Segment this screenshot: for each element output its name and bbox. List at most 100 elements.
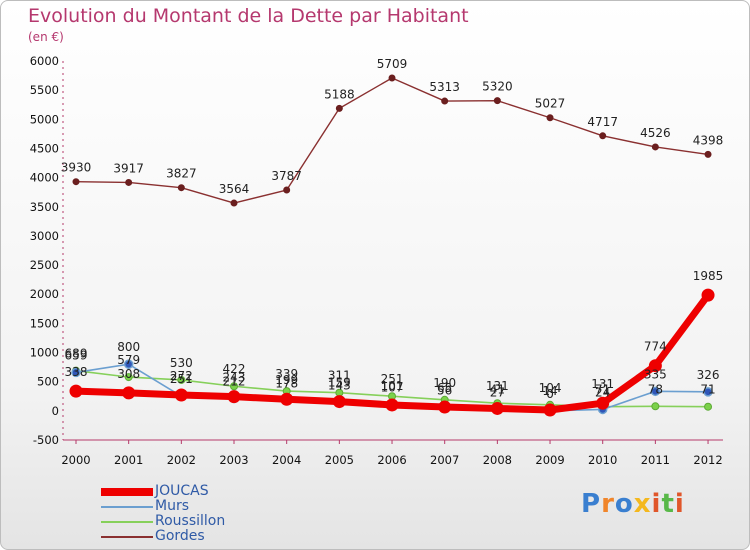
data-label-joucas: 65 — [437, 381, 452, 395]
data-point-gordes — [704, 150, 712, 158]
y-tick-label: 3500 — [30, 200, 59, 214]
data-label-roussillon: 311 — [328, 369, 351, 383]
legend-swatch-joucas — [101, 488, 153, 496]
x-tick-label: 2007 — [430, 453, 459, 467]
data-label-joucas: 338 — [65, 365, 88, 379]
data-label-murs: 56 — [437, 384, 452, 398]
data-label-murs: 24 — [595, 385, 610, 399]
x-tick-label: 2001 — [114, 453, 143, 467]
logo-letter: r — [601, 489, 615, 519]
data-point-gordes — [388, 74, 396, 82]
data-label-roussillon: 422 — [223, 362, 246, 376]
logo-letter: i — [674, 489, 685, 519]
data-point-murs — [71, 367, 81, 378]
x-tick-label: 2005 — [325, 453, 354, 467]
data-point-roussillon — [230, 382, 239, 391]
data-label-murs: 143 — [328, 379, 351, 393]
y-tick-label: -500 — [33, 433, 59, 447]
data-point-gordes — [125, 178, 133, 186]
data-point-gordes — [493, 97, 501, 105]
x-tick-label: 2009 — [535, 453, 564, 467]
x-tick-label: 2003 — [219, 453, 248, 467]
data-point-gordes — [72, 178, 80, 186]
x-tick-label: 2008 — [483, 453, 512, 467]
y-tick-label: 3000 — [30, 229, 59, 243]
data-label-roussillon: 339 — [275, 367, 298, 381]
data-label-roussillon: 71 — [595, 383, 610, 397]
data-point-gordes — [651, 143, 659, 151]
data-point-roussillon — [177, 375, 186, 384]
data-label-murs: 0 — [546, 387, 554, 401]
data-label-roussillon: 78 — [648, 382, 663, 396]
data-label-murs: 326 — [697, 368, 720, 382]
legend-label-murs: Murs — [155, 498, 190, 514]
data-point-roussillon — [704, 402, 713, 411]
data-label-gordes: 3930 — [61, 161, 92, 175]
data-labels: 3930 3917 3827 3564 3787 5188 5709 5313 5320 5027… — [61, 57, 724, 401]
data-label-joucas: 101 — [381, 379, 404, 393]
data-label-joucas: 41 — [490, 382, 505, 396]
data-point-joucas — [701, 288, 715, 302]
y-tick-label: 2000 — [30, 287, 59, 301]
x-tick-label: 2010 — [588, 453, 617, 467]
data-label-gordes: 5027 — [535, 97, 566, 111]
logo-letter: o — [614, 489, 634, 519]
logo-letter: t — [661, 489, 675, 519]
data-label-roussillon: 689 — [65, 347, 88, 361]
data-label-roussillon: 251 — [381, 372, 404, 386]
y-tick-label: 0 — [52, 404, 59, 418]
data-point-gordes — [546, 114, 554, 122]
legend-label-gordes: Gordes — [155, 528, 205, 544]
data-point-joucas — [122, 386, 136, 400]
data-label-gordes: 3787 — [271, 169, 302, 183]
logo-letter: i — [651, 489, 662, 519]
data-label-joucas: 199 — [275, 373, 298, 387]
x-tick-label: 2006 — [377, 453, 406, 467]
y-tick-label: 500 — [37, 375, 59, 389]
data-label-murs: 107 — [381, 381, 404, 395]
data-label-roussillon: 131 — [486, 379, 509, 393]
data-label-roussillon: 104 — [539, 381, 562, 395]
data-label-gordes: 3827 — [166, 167, 197, 181]
data-label-gordes: 5313 — [429, 80, 460, 94]
data-label-roussillon: 530 — [170, 356, 193, 370]
data-label-joucas: 243 — [223, 371, 246, 385]
data-label-gordes: 3917 — [113, 161, 144, 175]
logo-letter: P — [581, 489, 602, 519]
data-label-gordes: 4398 — [693, 133, 724, 147]
data-label-joucas: 14 — [542, 384, 557, 398]
data-label-joucas: 1985 — [693, 269, 724, 283]
data-label-joucas: 272 — [170, 369, 193, 383]
chart-subtitle: (en €) — [28, 30, 64, 44]
data-label-joucas: 774 — [644, 340, 667, 354]
data-label-gordes: 5709 — [377, 57, 408, 71]
data-label-roussillon: 190 — [433, 376, 456, 390]
data-point-gordes — [335, 104, 343, 112]
data-label-gordes: 5188 — [324, 87, 355, 101]
data-label-murs: 251 — [170, 372, 193, 386]
data-point-joucas — [490, 401, 504, 415]
series-points — [69, 74, 715, 417]
legend-label-roussillon: Roussillon — [155, 513, 226, 529]
data-point-roussillon — [651, 402, 660, 411]
data-point-joucas — [543, 403, 557, 417]
x-tick-label: 2000 — [61, 453, 90, 467]
data-label-gordes: 4526 — [640, 126, 671, 140]
data-label-joucas: 131 — [591, 377, 614, 391]
x-tick-label: 2011 — [641, 453, 670, 467]
data-point-joucas — [227, 390, 241, 404]
data-point-joucas — [69, 384, 83, 398]
y-tick-label: 5000 — [30, 112, 59, 126]
data-point-joucas — [332, 395, 346, 409]
data-label-murs: 212 — [223, 374, 246, 388]
data-point-murs — [123, 359, 134, 369]
x-tick-label: 2004 — [272, 453, 301, 467]
y-tick-label: 1000 — [30, 346, 59, 360]
data-label-roussillon: 71 — [700, 383, 715, 397]
data-point-gordes — [599, 132, 607, 140]
data-point-joucas — [438, 400, 452, 414]
y-tick-label: 4000 — [30, 171, 59, 185]
data-label-gordes: 4717 — [587, 115, 618, 129]
data-label-gordes: 3564 — [219, 182, 250, 196]
x-tick-label: 2012 — [693, 453, 722, 467]
